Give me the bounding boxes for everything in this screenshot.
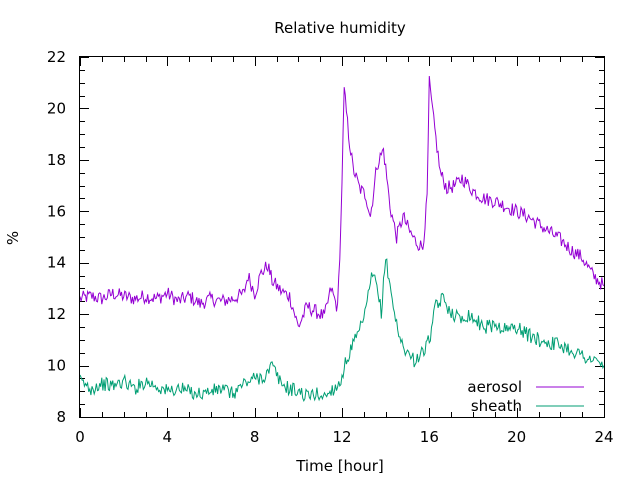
- x-tick-label: 24: [594, 428, 613, 446]
- y-tick-label: 18: [47, 151, 66, 169]
- chart-title: Relative humidity: [274, 19, 406, 37]
- x-tick-label: 12: [332, 428, 351, 446]
- y-tick-label: 16: [47, 202, 66, 220]
- x-tick-label: 4: [163, 428, 173, 446]
- legend-label-aerosol: aerosol: [467, 378, 522, 396]
- legend-label-sheath: sheath: [471, 397, 522, 415]
- series-line-sheath: [79, 258, 605, 402]
- y-tick-label: 12: [47, 305, 66, 323]
- x-tick-label: 16: [420, 428, 439, 446]
- x-tick-label: 0: [75, 428, 85, 446]
- x-tick-label: 8: [250, 428, 260, 446]
- y-tick-label: 14: [47, 254, 66, 272]
- y-tick-label: 20: [47, 99, 66, 117]
- x-tick-label: 20: [507, 428, 526, 446]
- y-tick-label: 8: [56, 408, 66, 426]
- axis-ticks: 0 4 8 12 16 20 24 8 10 12 14 16 18 20 22: [47, 48, 614, 446]
- y-tick-label: 22: [47, 48, 66, 66]
- y-axis-label: %: [4, 231, 22, 245]
- x-axis-label: Time [hour]: [295, 457, 384, 475]
- series-lines: [79, 75, 605, 402]
- plot-frame: [79, 56, 605, 418]
- series-line-aerosol: [79, 75, 605, 328]
- y-tick-label: 10: [47, 357, 66, 375]
